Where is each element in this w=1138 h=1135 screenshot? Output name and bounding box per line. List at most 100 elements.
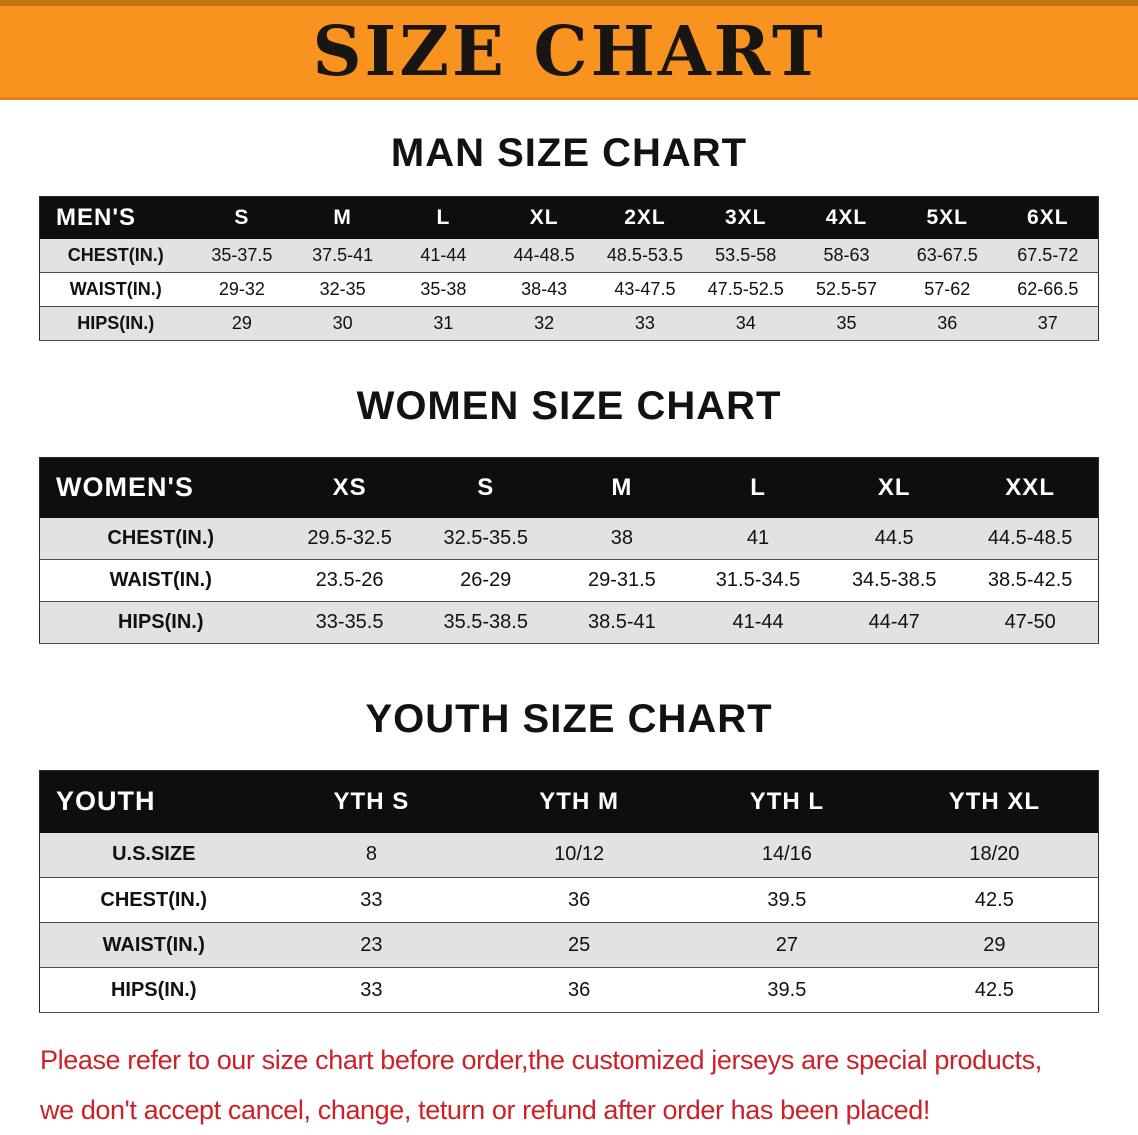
size-column-header: 2XL [624, 205, 666, 229]
disclaimer: Please refer to our size chart before or… [40, 1035, 1100, 1135]
value-cell: 14/16 [761, 843, 812, 866]
value-cell: 38.5-42.5 [987, 569, 1073, 591]
table-header-row: YOUTH YTH S YTH M YTH L YTH XL [39, 770, 1099, 833]
table-row: U.S.SIZE 8 10/12 14/16 18/20 [39, 832, 1099, 878]
table-row: CHEST(IN.) 29.5-32.5 32.5-35.5 38 41 44.5 44.5… [39, 517, 1099, 560]
value-cell: 47-50 [1004, 611, 1056, 633]
value-cell: 35-37.5 [211, 244, 273, 265]
value-cell: 44-47 [868, 611, 920, 633]
size-column-header: XL [877, 473, 911, 501]
value-cell: 37.5-41 [312, 244, 374, 265]
size-column-header: YTH S [333, 787, 410, 815]
size-column-header: XL [529, 205, 559, 229]
value-cell: 41-44 [420, 244, 467, 265]
value-cell: 33 [360, 888, 383, 911]
men-size-table: MEN'S S M L XL 2XL 3XL 4XL 5XL 6XL CHEST(IN.) 35-37… [39, 196, 1099, 341]
value-cell: 48.5-53.5 [606, 244, 683, 265]
row-label-cell: HIPS(IN.) [117, 611, 204, 633]
youth-size-section: YOUTH SIZE CHART YOUTH YTH S YTH M YTH L YTH… [0, 696, 1138, 1013]
youth-size-table: YOUTH YTH S YTH M YTH L YTH XL U.S.SIZE 8 10/12… [39, 770, 1099, 1013]
value-cell: 36 [568, 888, 591, 911]
row-label-cell: WAIST(IN.) [102, 933, 205, 956]
size-column-header: M [333, 205, 352, 229]
value-cell: 36 [568, 978, 591, 1001]
value-cell: 39.5 [767, 888, 807, 911]
value-cell: 47.5-52.5 [707, 279, 784, 299]
value-cell: 33 [360, 978, 383, 1001]
size-column-header: S [234, 205, 250, 229]
value-cell: 32.5-35.5 [443, 526, 528, 549]
size-column-header: YTH L [749, 787, 825, 815]
value-cell: 38-43 [521, 279, 568, 299]
value-cell: 8 [365, 843, 377, 866]
value-cell: 18/20 [969, 843, 1020, 866]
value-cell: 29.5-32.5 [307, 526, 392, 549]
table-header-row: WOMEN'S XS S M L XL XXL [39, 457, 1099, 518]
value-cell: 58-63 [823, 244, 870, 265]
table-row: CHEST(IN.) 33 36 39.5 42.5 [39, 877, 1099, 923]
row-label-cell: WAIST(IN.) [109, 569, 212, 591]
value-cell: 31.5-34.5 [715, 569, 801, 591]
row-label-cell: CHEST(IN.) [67, 244, 164, 265]
value-cell: 27 [775, 933, 798, 956]
value-cell: 29-32 [218, 279, 265, 299]
row-label-cell: WAIST(IN.) [69, 279, 162, 299]
youth-section-heading: YOUTH SIZE CHART [365, 697, 773, 741]
value-cell: 25 [568, 933, 591, 956]
value-cell: 31 [433, 313, 454, 333]
value-cell: 30 [332, 313, 353, 333]
value-cell: 52.5-57 [815, 279, 877, 299]
value-cell: 35 [836, 313, 857, 333]
value-cell: 34 [735, 313, 756, 333]
value-cell: 42.5 [974, 978, 1014, 1001]
value-cell: 35-38 [420, 279, 467, 299]
value-cell: 23.5-26 [315, 569, 384, 591]
size-column-header: L [436, 205, 451, 229]
value-cell: 29 [231, 313, 252, 333]
value-cell: 38 [610, 526, 634, 549]
value-cell: 29-31.5 [587, 569, 656, 591]
value-cell: 32-35 [319, 279, 366, 299]
table-row: CHEST(IN.) 35-37.5 37.5-41 41-44 44-48.5 48.5… [39, 238, 1099, 273]
table-row: WAIST(IN.) 23.5-26 26-29 29-31.5 31.5-34.5 34… [39, 559, 1099, 602]
value-cell: 33 [634, 313, 655, 333]
size-column-header: 3XL [724, 205, 767, 229]
women-size-table: WOMEN'S XS S M L XL XXL CHEST(IN.) 29.5-32.5 32.5… [39, 457, 1099, 644]
value-cell: 41-44 [732, 611, 784, 633]
value-cell: 53.5-58 [715, 244, 777, 265]
row-label-cell: U.S.SIZE [112, 843, 196, 866]
value-cell: 39.5 [767, 978, 807, 1001]
value-cell: 36 [937, 313, 958, 333]
size-column-header: M [611, 473, 633, 501]
value-cell: 33-35.5 [315, 611, 384, 633]
disclaimer-line-2: we don't accept cancel, change, teturn o… [40, 1095, 930, 1125]
size-column-header: 4XL [825, 205, 868, 229]
size-column-header: YTH M [539, 787, 619, 815]
row-label-cell: HIPS(IN.) [110, 978, 197, 1001]
value-cell: 42.5 [974, 888, 1014, 911]
table-title-cell: YOUTH [56, 786, 156, 817]
table-header-row: MEN'S S M L XL 2XL 3XL 4XL 5XL 6XL [39, 196, 1099, 239]
size-column-header: S [477, 473, 495, 501]
size-column-header: 5XL [926, 205, 968, 229]
table-title-cell: WOMEN'S [56, 472, 194, 503]
size-column-header: L [750, 473, 766, 501]
size-column-header: YTH XL [948, 787, 1041, 815]
table-title-cell: MEN'S [56, 203, 137, 231]
value-cell: 41 [746, 526, 770, 549]
table-row: WAIST(IN.) 29-32 32-35 35-38 38-43 43-47.5 47.… [39, 272, 1099, 307]
value-cell: 35.5-38.5 [443, 611, 528, 633]
size-column-header: XXL [1005, 473, 1055, 501]
value-cell: 67.5-72 [1017, 244, 1079, 265]
value-cell: 44.5 [874, 526, 914, 549]
women-section-heading: WOMEN SIZE CHART [356, 384, 782, 428]
value-cell: 38.5-41 [587, 611, 656, 633]
value-cell: 29 [983, 933, 1006, 956]
page-title: SIZE CHART [312, 11, 826, 92]
women-size-section: WOMEN SIZE CHART WOMEN'S XS S M L XL XXL CHEST(… [0, 383, 1138, 644]
value-cell: 62-66.5 [1017, 279, 1079, 299]
value-cell: 34.5-38.5 [851, 569, 937, 591]
value-cell: 32 [534, 313, 555, 333]
value-cell: 44-48.5 [513, 244, 575, 265]
